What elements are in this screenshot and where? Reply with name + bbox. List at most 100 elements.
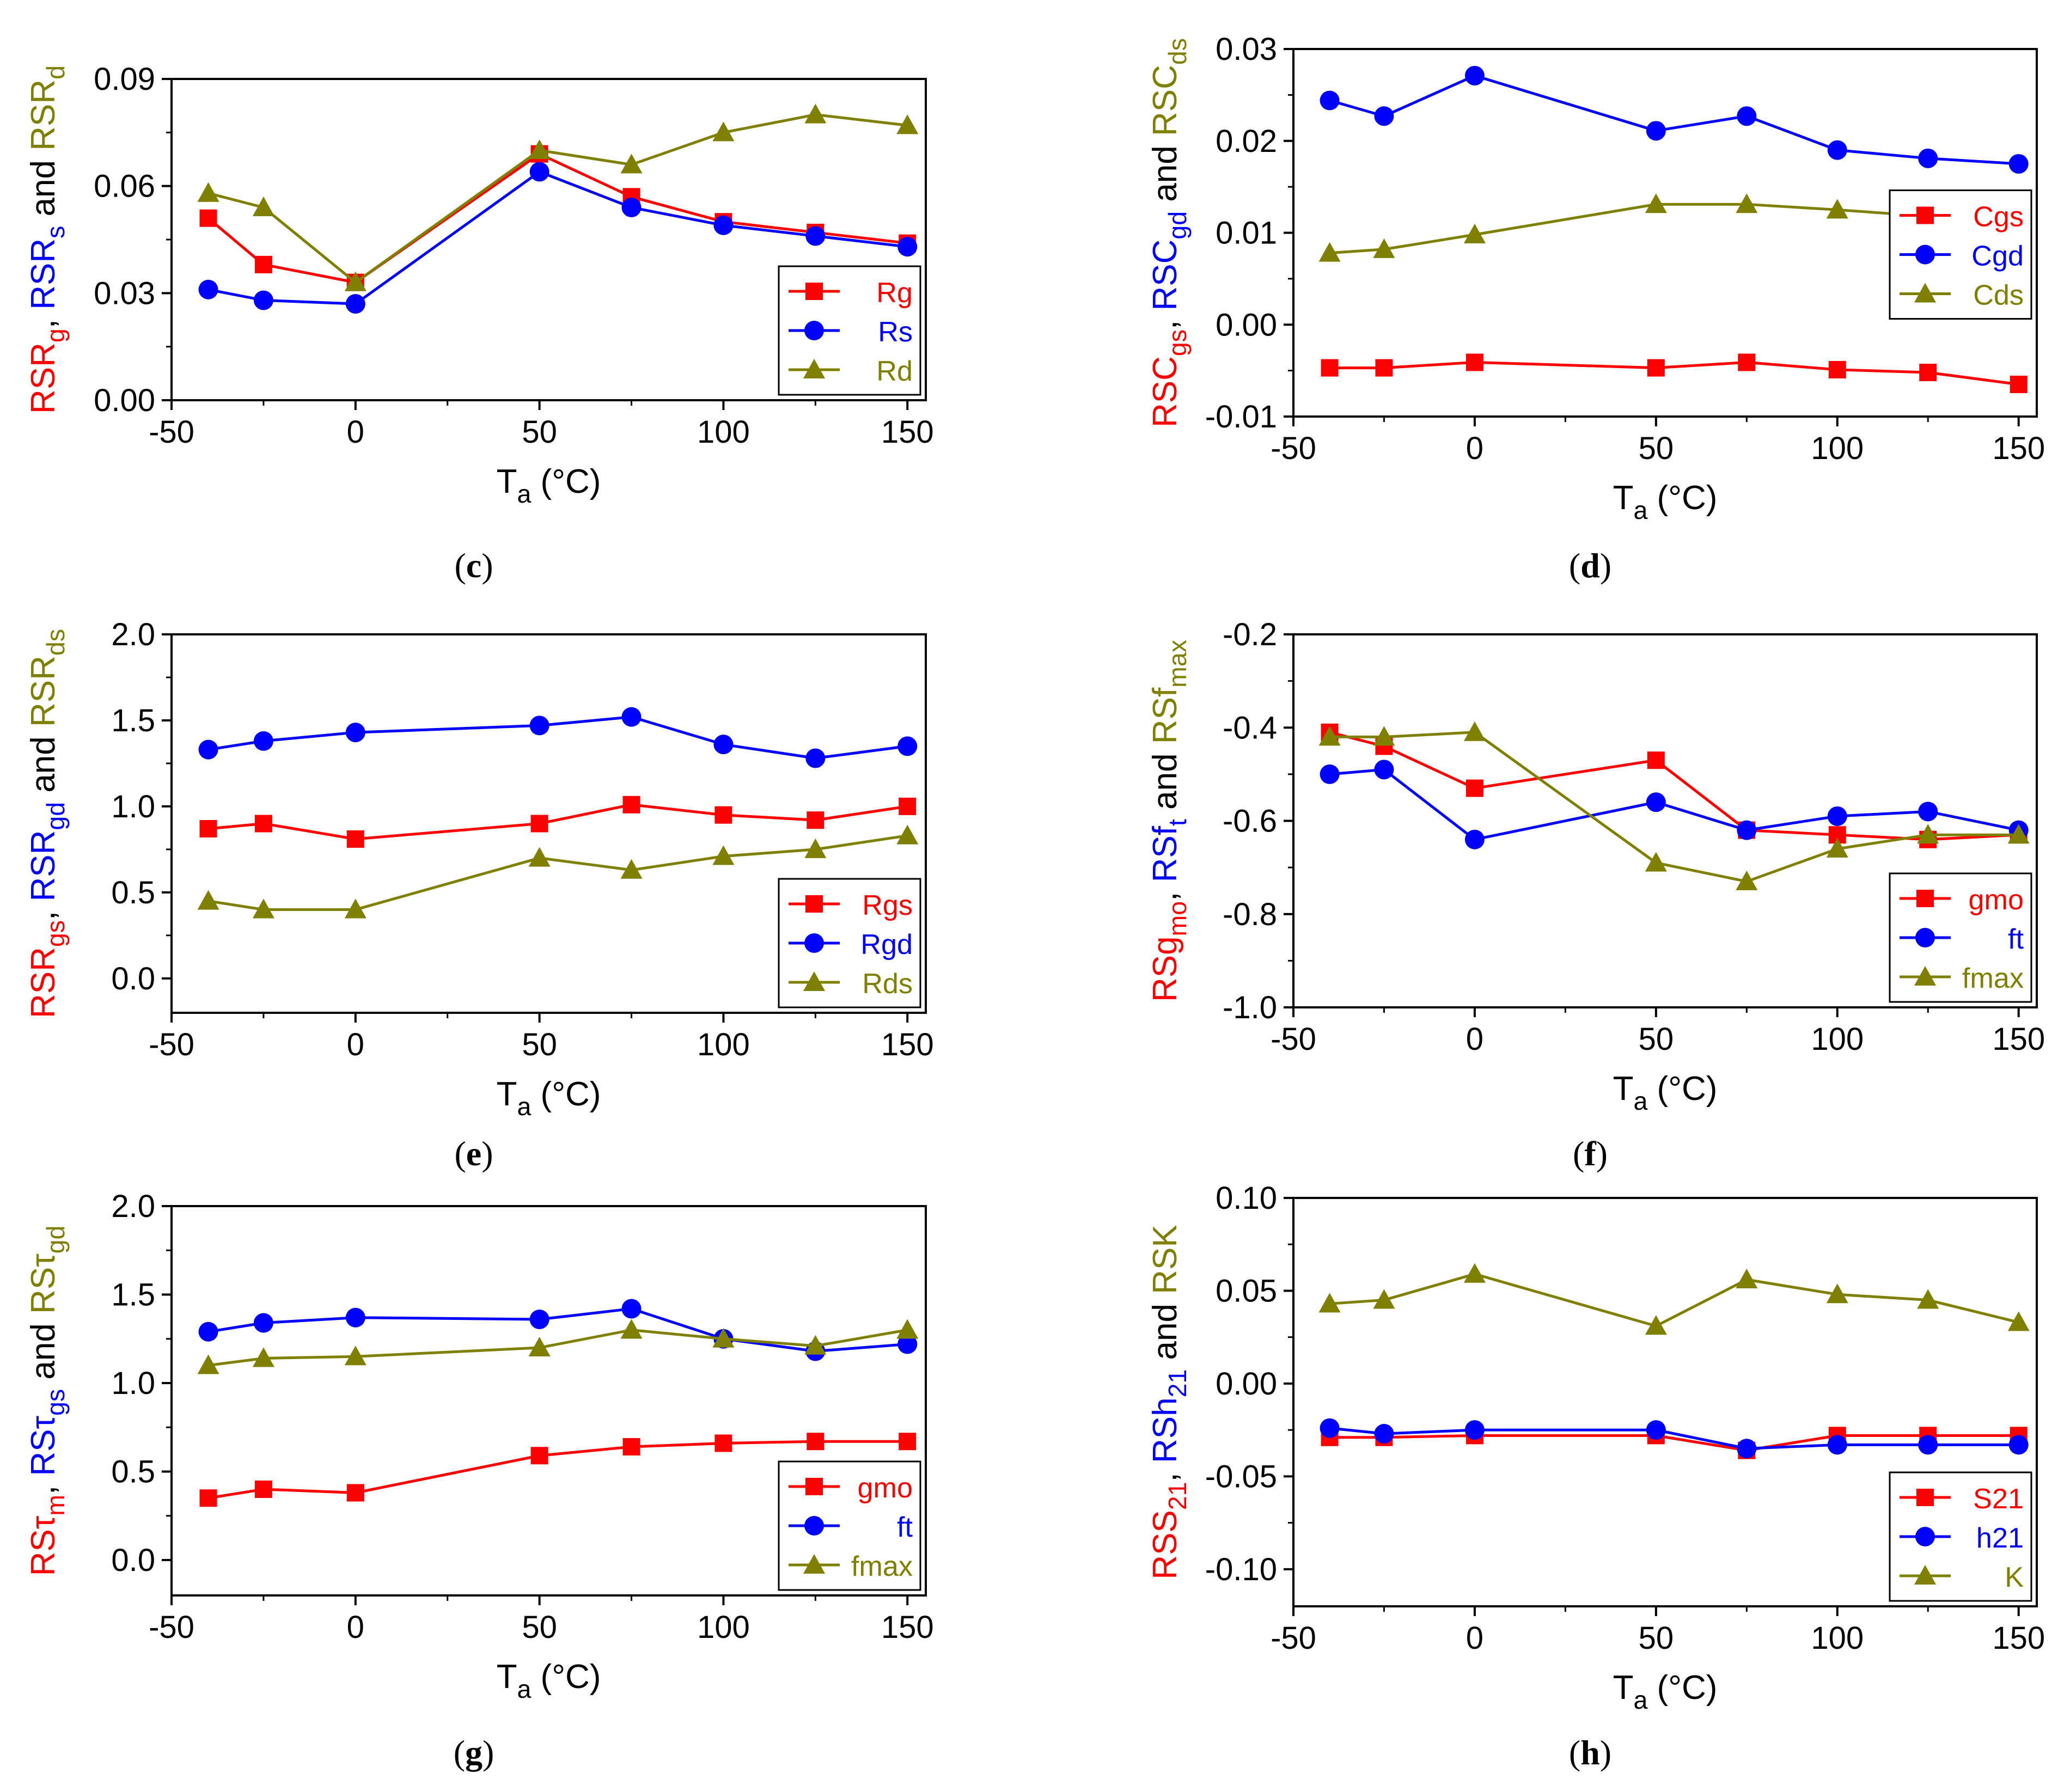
caption-close: ) — [1600, 1733, 1611, 1772]
y-tick-label: 1.5 — [111, 703, 155, 738]
x-tick-label: 150 — [881, 1027, 934, 1062]
data-point-K — [1318, 1293, 1341, 1313]
x-tick-label: 150 — [1992, 431, 2045, 466]
series-Cgd — [1320, 65, 2029, 174]
plot-frame — [1292, 1197, 2038, 1607]
data-point-h21 — [1374, 1423, 1394, 1444]
series-line-Cgs — [1329, 360, 2019, 386]
y-axis-label: RSτm​, RSτgs​ and RSτgd​ — [25, 1226, 70, 1576]
y-tick-label: 0.5 — [111, 875, 155, 910]
x-tick-label: 50 — [522, 1610, 557, 1645]
caption-letter: f — [1584, 1134, 1596, 1173]
y-tick-label: 0.09 — [94, 62, 155, 97]
legend-marker-fmax — [1914, 966, 1936, 986]
series-fmax — [197, 1319, 919, 1374]
caption-close: ) — [1600, 546, 1611, 585]
data-point-Rs — [621, 198, 642, 217]
y-axis-label-sub: d — [41, 65, 70, 79]
y-axis-label: RSgmo​, RSft​ and RSfmax​ — [1146, 640, 1192, 1002]
y-tick-label: 0.06 — [94, 169, 155, 204]
data-point-K — [1826, 1283, 1848, 1304]
caption-g: (g) — [454, 1733, 494, 1772]
x-axis-label-unit: (°C) — [531, 1658, 601, 1696]
x-tick-label: 100 — [1811, 431, 1864, 466]
data-point-Rg — [254, 255, 272, 273]
y-axis-label-part: , — [1146, 1463, 1184, 1482]
x-tick-label: 0 — [1466, 1620, 1483, 1656]
series-line-fmax — [1329, 731, 2019, 883]
legend-box — [1889, 1471, 2032, 1602]
y-tick-label: -0.4 — [1223, 710, 1277, 745]
y-axis-label: RSRg​, RSRs​ and RSRd​ — [25, 65, 70, 414]
series-line-ft — [208, 1307, 908, 1353]
data-point-fmax — [1463, 721, 1486, 741]
data-point-Rgs — [254, 815, 272, 833]
x-tick-label: 0 — [347, 1027, 364, 1062]
x-axis-label-unit: (°C) — [1647, 1669, 1717, 1707]
x-tick-label: 100 — [697, 1610, 750, 1645]
series-line-S21 — [1329, 1434, 2019, 1452]
legend-marker-Rds — [803, 971, 825, 991]
legend-box — [1889, 189, 2032, 320]
data-point-ft — [253, 1313, 273, 1333]
data-point-Cgs — [1738, 353, 1756, 371]
data-point-Rds — [344, 898, 367, 919]
panel-g: -50 0 50 100 150 0.0 0.5 1.0 1.5 2.0 Ta (°C) RSτm​,… — [25, 1189, 934, 1772]
y-tick-label: -0.01 — [1205, 399, 1277, 435]
data-point-Rs — [713, 215, 734, 235]
legend-marker-ft — [804, 1516, 824, 1536]
y-axis-label-part: , — [1146, 311, 1184, 329]
data-point-Rgs — [622, 796, 640, 814]
caption-letter: d — [1580, 546, 1600, 585]
y-axis-label-sub: t — [1163, 819, 1192, 826]
y-axis-label-sub: s — [41, 226, 70, 238]
caption-letter: e — [466, 1134, 481, 1173]
data-point-Rgd — [253, 731, 273, 751]
data-point-K — [2007, 1311, 2030, 1331]
data-point-Cgd — [2008, 154, 2029, 174]
x-tick-label: 0 — [1466, 431, 1483, 466]
caption-h: (h) — [1569, 1733, 1611, 1772]
legend-marker-gmo — [1916, 890, 1934, 907]
panel-f: -50 0 50 100 150 -1.0 -0.8 -0.6 -0.4 -0.2 Ta (°C) R… — [1146, 617, 2045, 1173]
data-point-Rs — [253, 290, 273, 310]
legend-marker-gmo — [805, 1478, 823, 1495]
data-point-gmo — [254, 1481, 272, 1498]
legend-label-Rd: Rd — [876, 356, 913, 387]
y-tick-label: 0.02 — [1216, 124, 1277, 159]
caption-e: (e) — [454, 1134, 493, 1173]
legend-marker-Cgd — [1915, 244, 1935, 265]
x-axis-label: Ta (°C) — [497, 1658, 601, 1703]
legend-label-Cgs: Cgs — [1973, 201, 2024, 233]
x-tick-label: 100 — [1811, 1022, 1864, 1057]
data-point-ft — [1918, 802, 1938, 822]
data-point-Cds — [1826, 199, 1848, 219]
series-fmax — [1318, 721, 2030, 890]
data-point-gmo — [1465, 779, 1483, 797]
x-tick-label: -50 — [1271, 431, 1316, 466]
caption-open: ( — [454, 546, 466, 585]
x-tick-label: -50 — [149, 414, 194, 450]
panel-c: -50 0 50 100 150 0.00 0.03 0.06 0.09 Ta (°C) RSRg​… — [25, 62, 934, 585]
x-tick-label: 100 — [697, 1027, 750, 1062]
data-point-gmo — [715, 1434, 732, 1452]
data-point-h21 — [1737, 1439, 1757, 1459]
series-line-Rg — [207, 152, 908, 284]
x-axis-label-sub: a — [1633, 496, 1647, 524]
x-tick-label: 150 — [881, 1610, 934, 1645]
data-point-gmo — [1647, 751, 1665, 769]
data-point-Rs — [805, 226, 826, 246]
data-point-h21 — [1646, 1420, 1666, 1440]
data-point-Rgd — [805, 748, 826, 768]
x-tick-label: -50 — [1271, 1620, 1316, 1656]
data-point-gmo — [622, 1438, 640, 1455]
caption-close: ) — [481, 546, 493, 585]
data-point-Rgs — [899, 797, 917, 815]
x-axis-label-main: T — [1613, 1669, 1634, 1707]
y-axis-label-sub: max — [1163, 640, 1192, 688]
y-tick-label: 0.05 — [1216, 1273, 1277, 1308]
y-axis-label-part: , — [25, 902, 62, 920]
data-point-Cds — [1463, 223, 1486, 243]
data-point-Rgs — [807, 811, 825, 829]
y-axis-label-sub: gs — [41, 920, 70, 947]
